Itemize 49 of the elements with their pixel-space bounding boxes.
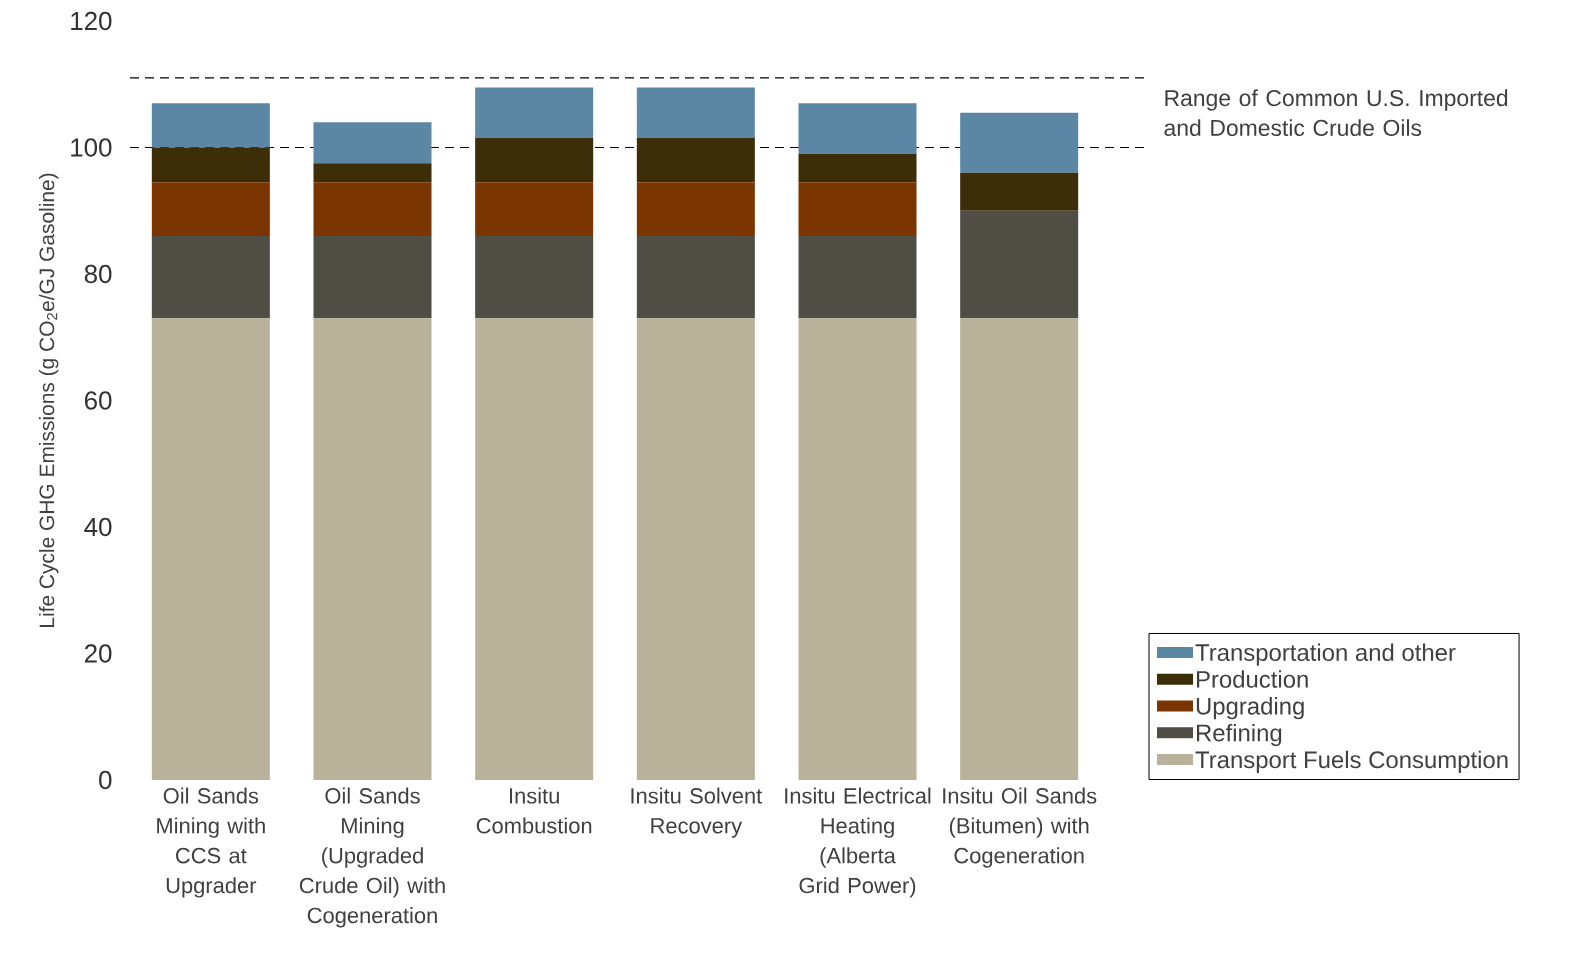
bar bbox=[798, 103, 917, 154]
bar bbox=[313, 182, 432, 237]
y-tick-label: 20 bbox=[84, 644, 112, 663]
y-tick-label: 120 bbox=[71, 11, 112, 31]
bar bbox=[475, 236, 594, 319]
bar bbox=[151, 147, 270, 183]
legend-label: Production bbox=[1196, 670, 1308, 688]
bar bbox=[798, 182, 917, 237]
bar bbox=[798, 153, 917, 183]
bar bbox=[636, 318, 755, 780]
bar bbox=[636, 87, 755, 138]
legend-label: Transportation and other bbox=[1195, 643, 1456, 666]
text: Range of Common U.S. Imported and Domestic Crude Oils bbox=[1164, 89, 1508, 137]
bar bbox=[960, 318, 1079, 780]
bar bbox=[636, 182, 755, 237]
x-tick-label: Insitu Combustion bbox=[476, 787, 592, 834]
y-tick-label: 80 bbox=[84, 264, 112, 284]
bar bbox=[313, 163, 432, 183]
y-tick-label: 0 bbox=[99, 770, 112, 790]
bar bbox=[151, 182, 270, 237]
x-tick-label: Oil Sands Mining (Upgraded Crude Oil) with Cogeneration bbox=[299, 787, 445, 928]
x-tick-label: Insitu Solvent Recovery bbox=[631, 787, 763, 838]
legend-label: Transport Fuels Consumption bbox=[1195, 750, 1508, 773]
bar bbox=[798, 318, 917, 780]
bar bbox=[960, 210, 1079, 319]
bar bbox=[798, 236, 917, 319]
bar bbox=[151, 103, 270, 148]
y-tick-label: 40 bbox=[84, 517, 112, 537]
bar bbox=[475, 87, 594, 138]
bar bbox=[636, 236, 755, 319]
bar bbox=[313, 318, 432, 780]
bar bbox=[475, 138, 594, 183]
legend-label: Refining bbox=[1196, 723, 1282, 747]
x-tick-label: Insitu Oil Sands (Bitumen) with Cogeneration bbox=[943, 787, 1097, 868]
bar bbox=[960, 112, 1079, 173]
bar bbox=[151, 236, 270, 319]
y-axis-title: Life Cycle GHG Emissions (g CO$_{2}$e/GJ Gasoline) bbox=[38, 173, 59, 627]
x-tick-label: Oil Sands Mining with CCS at Upgrader bbox=[157, 787, 265, 898]
bar bbox=[636, 138, 755, 183]
bar bbox=[960, 172, 1079, 211]
bar bbox=[475, 318, 594, 780]
x-tick-label: Insitu Electrical Heating (Alberta Grid Power) bbox=[785, 787, 931, 898]
legend-label: Upgrading bbox=[1196, 697, 1304, 720]
bar bbox=[313, 122, 432, 164]
y-tick-label: 60 bbox=[84, 391, 112, 410]
y-tick-label: 100 bbox=[71, 138, 112, 157]
bar bbox=[475, 182, 594, 237]
bar bbox=[151, 318, 270, 780]
bar bbox=[313, 236, 432, 319]
